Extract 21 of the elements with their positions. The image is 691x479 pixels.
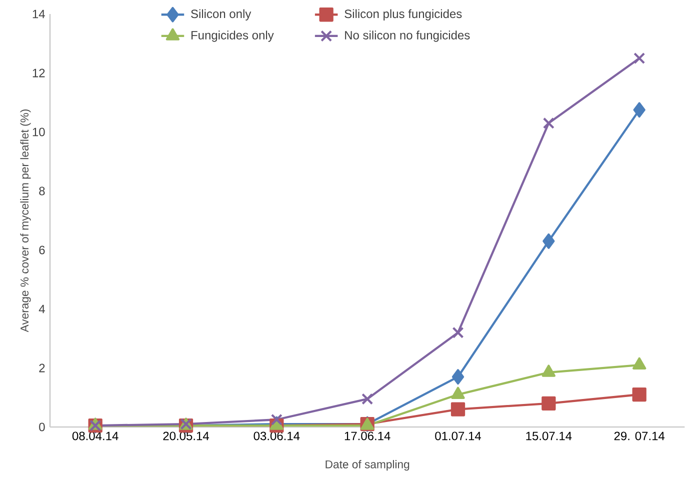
x-tick-label: 17.06.14: [344, 432, 390, 440]
legend-label: Fungicides only: [191, 30, 274, 42]
legend-label: Silicon only: [191, 9, 252, 20]
x-tick-label: 29. 07.14: [614, 432, 665, 440]
y-axis-title: Average % cover of mycelium per leaflet (%): [20, 110, 31, 332]
y-tick-label: 4: [38, 304, 45, 314]
y-tick-label: 6: [39, 246, 45, 254]
y-tick-label: 2: [39, 364, 45, 372]
x-axis-title: Date of sampling: [326, 460, 410, 471]
legend-label: Silicon plus fungicides: [344, 9, 462, 20]
y-tick-label: 14: [32, 10, 45, 18]
x-tick-label: 01.07.14: [435, 432, 481, 440]
x-tick-label: 08.04.14: [72, 432, 118, 440]
y-tick-label: 10: [32, 128, 45, 136]
y-tick-label: 12: [32, 68, 45, 78]
y-tick-label: 0: [39, 422, 45, 432]
x-tick-label: 20.05.14: [163, 432, 209, 440]
y-tick-label: 8: [39, 186, 45, 196]
x-tick-label: 15.07.14: [526, 432, 572, 440]
legend-label: No silicon no fungicides: [345, 30, 470, 42]
x-tick-label: 03.06.14: [254, 432, 300, 440]
